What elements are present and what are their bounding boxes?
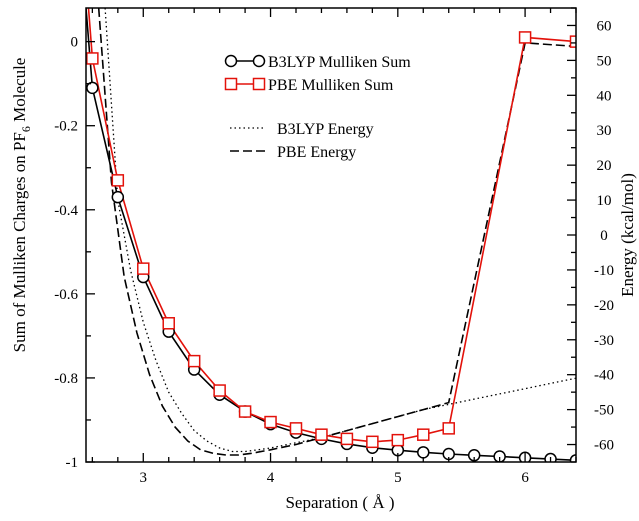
- pbe-mulliken-point: [137, 262, 150, 275]
- y2-tick-label: 0: [600, 228, 608, 244]
- plot-area: [86, 8, 576, 462]
- x-axis-title: Separation ( Å ): [285, 493, 394, 512]
- pbe-mulliken-point: [366, 435, 379, 449]
- y2-tick-label: -30: [594, 333, 614, 349]
- b3lyp-mulliken-point: [111, 190, 125, 204]
- y2-tick-label: 20: [597, 158, 612, 174]
- x-tick-label: 5: [394, 470, 402, 486]
- y2-tick-label: 50: [597, 53, 612, 69]
- y2-tick-label: -10: [594, 263, 614, 279]
- y-tick-label: -1: [66, 455, 79, 471]
- b3lyp-mulliken-point: [569, 454, 576, 462]
- legend-label: PBE Mulliken Sum: [268, 77, 394, 94]
- legend-label: B3LYP Mulliken Sum: [268, 54, 411, 71]
- pbe-mulliken-point: [111, 174, 125, 187]
- x-tick-label: 4: [267, 470, 275, 486]
- b3lyp-mulliken-point: [417, 446, 430, 459]
- pbe-mulliken-point: [289, 422, 303, 435]
- series-line-pbe-mulliken-sum: [87, 8, 576, 443]
- y2-tick-label: -60: [594, 438, 614, 454]
- y2-tick-label: -50: [594, 403, 614, 419]
- y-tick-label: -0.6: [54, 287, 78, 303]
- pbe-mulliken-point: [569, 35, 576, 48]
- pbe-mulliken-point: [315, 428, 328, 441]
- y-tick-label: -0.4: [54, 203, 78, 219]
- right-y-axis: 60 50 40 30 20 10 0 -10 -20 -30 -40 -50 -60: [567, 7, 614, 463]
- x-tick-label: 6: [521, 470, 529, 486]
- y2-tick-label: 60: [597, 18, 612, 34]
- legend: B3LYP Mulliken Sum PBE Mulliken Sum B3LY…: [224, 54, 411, 161]
- y2-tick-label: 10: [597, 193, 612, 209]
- pbe-mulliken-point: [340, 432, 354, 446]
- legend-entry-b3lyp-energy: B3LYP Energy: [230, 121, 374, 138]
- y-tick-label: -0.2: [54, 119, 78, 135]
- b3lyp-mulliken-point: [86, 81, 99, 95]
- pbe-mulliken-point: [442, 422, 455, 435]
- pbe-mulliken-point: [391, 433, 405, 447]
- x-tick-label: 3: [140, 470, 148, 486]
- pbe-mulliken-point: [86, 52, 99, 65]
- pbe-mulliken-point: [417, 428, 430, 441]
- legend-label: PBE Energy: [277, 144, 356, 161]
- pbe-mulliken-point: [238, 405, 252, 418]
- x-axis: 3 4 5 6: [91, 8, 577, 486]
- legend-entry-pbe-mulliken: PBE Mulliken Sum: [224, 77, 394, 94]
- left-y-axis-title: Sum of Mulliken Charges on PF6 Molecule: [10, 58, 33, 353]
- right-y-axis-title: Energy (kcal/mol): [618, 173, 637, 297]
- left-y-axis: 0 -0.2 -0.4 -0.6 -0.8 -1: [54, 35, 95, 471]
- pbe-mulliken-point: [162, 317, 175, 330]
- legend-entry-pbe-energy: PBE Energy: [230, 144, 356, 161]
- series-line-b3lyp-mulliken-sum: [86, 8, 576, 462]
- pbe-mulliken-point: [264, 415, 277, 429]
- series-line-pbe-energy: [97, 8, 576, 456]
- series-line-b3lyp-energy: [104, 8, 576, 453]
- b3lyp-mulliken-point: [493, 450, 506, 462]
- legend-label: B3LYP Energy: [277, 121, 374, 138]
- legend-entry-b3lyp-mulliken: B3LYP Mulliken Sum: [224, 54, 411, 71]
- y-tick-label: -0.8: [54, 371, 78, 387]
- pbe-mulliken-point: [518, 31, 532, 44]
- y2-tick-label: -40: [594, 368, 614, 384]
- y2-tick-label: 30: [597, 123, 612, 139]
- pbe-mulliken-point: [187, 354, 201, 368]
- y2-tick-label: 40: [597, 88, 612, 104]
- y-tick-label: 0: [71, 35, 79, 51]
- y2-tick-label: -20: [594, 298, 614, 314]
- pbe-mulliken-point: [213, 384, 226, 397]
